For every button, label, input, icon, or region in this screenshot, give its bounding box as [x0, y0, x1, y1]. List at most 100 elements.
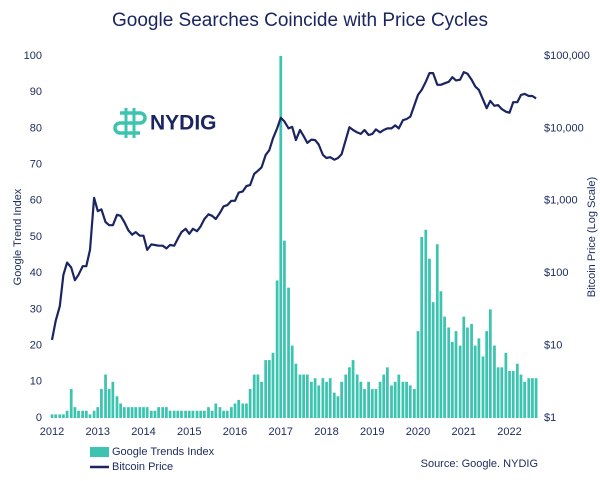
bar: [382, 374, 386, 418]
bar: [69, 389, 73, 418]
bar: [252, 374, 256, 418]
bar: [473, 345, 477, 418]
y2-tick-label: $10,000: [544, 122, 584, 134]
bar: [88, 414, 92, 418]
bar: [321, 378, 325, 418]
bar: [359, 381, 363, 418]
logo-text: NYDIG: [150, 112, 217, 135]
legend-label: Google Trends Index: [112, 446, 215, 458]
bar: [390, 385, 393, 418]
bar: [104, 374, 107, 418]
bar: [504, 352, 508, 418]
y2-tick-label: $10: [544, 340, 562, 352]
bar: [428, 258, 431, 418]
bar: [519, 374, 523, 418]
bar: [298, 374, 302, 418]
bar: [81, 410, 85, 418]
bar: [241, 403, 245, 418]
bar: [187, 410, 191, 418]
bar: [515, 363, 519, 418]
bar: [313, 378, 317, 418]
y-tick-label: 80: [30, 122, 42, 134]
y2-axis-label: Bitcoin Price (Log Scale): [586, 177, 598, 297]
x-tick-label: 2021: [452, 426, 476, 438]
bar: [534, 378, 538, 418]
bar: [229, 407, 233, 418]
bar: [447, 327, 451, 418]
bar: [302, 374, 306, 418]
bar: [84, 410, 88, 418]
bar: [233, 403, 237, 418]
y2-tick-label: $100: [544, 267, 568, 279]
price-line: [50, 71, 537, 341]
bar: [340, 381, 343, 418]
bar: [481, 356, 485, 418]
bar: [458, 345, 462, 418]
bar: [96, 407, 100, 418]
bar: [237, 399, 241, 418]
bar: [119, 403, 123, 418]
y-tick-label: 60: [30, 195, 42, 207]
legend-swatch: [90, 447, 109, 457]
bar: [218, 407, 222, 418]
bar: [73, 407, 77, 418]
bar: [111, 381, 115, 418]
y-tick-label: 0: [36, 412, 42, 424]
x-tick-label: 2017: [269, 426, 293, 438]
bar: [207, 407, 210, 418]
y-tick-label: 20: [30, 340, 42, 352]
bar: [134, 407, 138, 418]
bar: [466, 327, 469, 418]
y-tick-label: 70: [30, 159, 42, 171]
bar: [100, 389, 103, 418]
x-tick-label: 2019: [360, 426, 384, 438]
bar: [267, 360, 271, 418]
bar: [279, 56, 283, 418]
bar: [355, 374, 359, 418]
bar: [485, 331, 489, 418]
bar: [523, 381, 527, 418]
bar: [184, 410, 187, 418]
bar: [165, 407, 168, 418]
bar: [287, 287, 290, 418]
bar: [92, 410, 96, 418]
bar: [397, 374, 401, 418]
bar: [127, 407, 130, 418]
bar: [420, 237, 424, 418]
bar: [493, 345, 496, 418]
bar: [142, 407, 145, 418]
bar: [264, 360, 268, 418]
y-tick-label: 10: [30, 376, 42, 388]
bar: [260, 381, 263, 418]
bar: [344, 374, 348, 418]
bar: [531, 378, 534, 418]
bar: [305, 374, 309, 418]
bar: [214, 403, 218, 418]
x-tick-label: 2014: [131, 426, 155, 438]
bar: [122, 407, 126, 418]
bar: [393, 381, 397, 418]
y2-tick-label: $1,000: [544, 195, 578, 207]
bar: [283, 240, 286, 418]
bar: [408, 385, 412, 418]
chart-title: Google Searches Coincide with Price Cycl…: [112, 10, 488, 31]
bar: [470, 323, 473, 418]
bar: [50, 414, 54, 418]
bar: [176, 410, 180, 418]
bar: [351, 360, 355, 418]
bar: [245, 403, 248, 418]
bar: [477, 338, 481, 418]
bar: [290, 345, 294, 418]
bar: [413, 389, 416, 418]
bar: [488, 309, 492, 418]
bar: [210, 410, 214, 418]
bar: [54, 414, 58, 418]
y2-tick-label: $1: [544, 412, 556, 424]
bar: [248, 389, 252, 418]
logo-icon: [124, 108, 136, 138]
bar: [65, 410, 69, 418]
y2-tick-label: $100,000: [544, 50, 590, 62]
bar: [439, 291, 443, 418]
bar: [180, 410, 183, 418]
